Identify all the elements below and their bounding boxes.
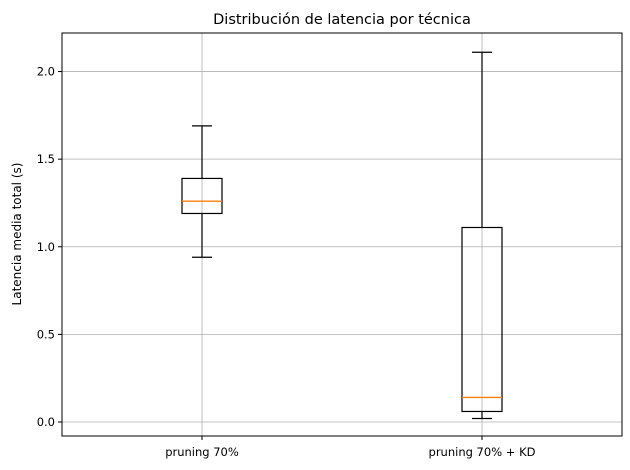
x-tick-label: pruning 70% — [165, 445, 239, 459]
y-axis-label: Latencia media total (s) — [10, 163, 24, 306]
y-tick-label: 0.0 — [37, 415, 55, 429]
axis-ticks: 0.0 0.5 1.0 1.5 2.0 pruning 70% pruning 70% + … — [37, 65, 536, 459]
boxes — [181, 51, 503, 420]
iqr-box — [181, 177, 223, 215]
x-tick-label: pruning 70% + KD — [429, 445, 536, 459]
y-tick-label: 2.0 — [37, 65, 55, 79]
box-2 — [461, 51, 503, 420]
y-tick-label: 1.5 — [37, 152, 55, 166]
box-1 — [181, 125, 223, 258]
grid-lines — [62, 33, 622, 436]
y-tick-label: 0.5 — [37, 327, 55, 341]
y-tick-label: 1.0 — [37, 240, 55, 254]
iqr-box — [461, 226, 503, 413]
chart-title: Distribución de latencia por técnica — [213, 12, 471, 28]
plot-frame — [61, 32, 623, 437]
